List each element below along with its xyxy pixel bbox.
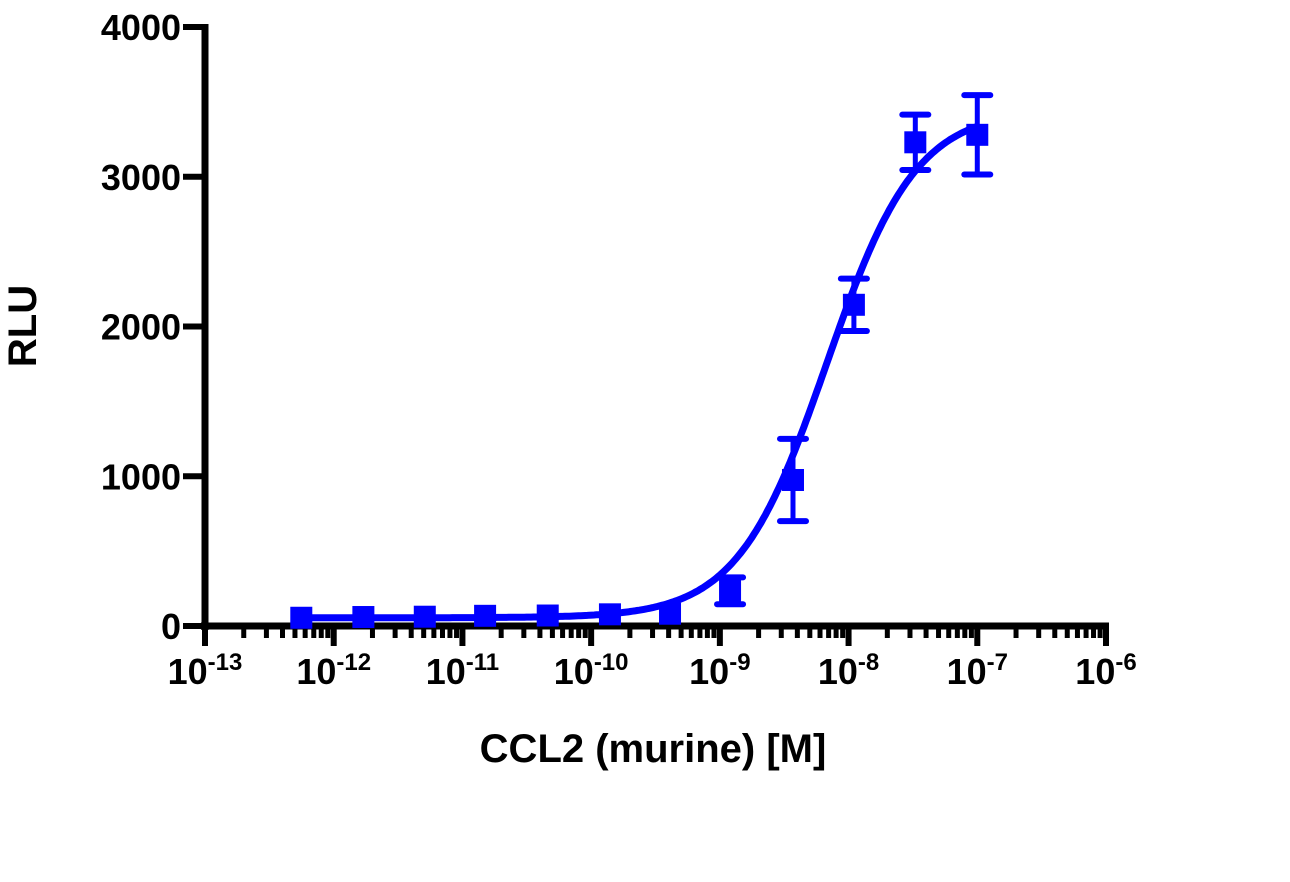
x-tick-label: 10-10 (554, 649, 629, 692)
data-point (966, 123, 989, 146)
x-tick-label: 10-7 (947, 649, 1008, 692)
data-point (352, 606, 375, 629)
data-point (598, 603, 621, 626)
data-point (474, 604, 497, 627)
x-tick-label: 10-12 (296, 649, 371, 692)
x-tick-label: 10-13 (168, 649, 243, 692)
x-tick-label: 10-8 (818, 649, 879, 692)
x-tick-label: 10-9 (689, 649, 750, 692)
x-axis-label: CCL2 (murine) [M] (480, 727, 827, 771)
data-point (290, 606, 313, 629)
data-point (781, 468, 804, 491)
data-point (904, 131, 927, 154)
x-tick-label: 10-11 (426, 649, 499, 692)
x-tick-label: 10-6 (1075, 649, 1136, 692)
y-tick-label: 0 (161, 606, 181, 647)
data-point (536, 604, 559, 627)
data-point (659, 602, 682, 625)
y-tick-label: 2000 (101, 307, 181, 348)
y-tick-label: 1000 (101, 456, 181, 497)
fit-curve (301, 123, 979, 622)
data-point (842, 293, 865, 316)
plot-area (290, 92, 994, 629)
axes: 0 1000 2000 3000 4000 10-13 10-12 10-11 10-10 10-… (101, 7, 1137, 692)
y-axis-label: RLU (1, 285, 45, 367)
y-tick-label: 4000 (101, 7, 181, 48)
data-point (413, 605, 436, 628)
data-point (719, 579, 742, 602)
y-tick-label: 3000 (101, 157, 181, 198)
